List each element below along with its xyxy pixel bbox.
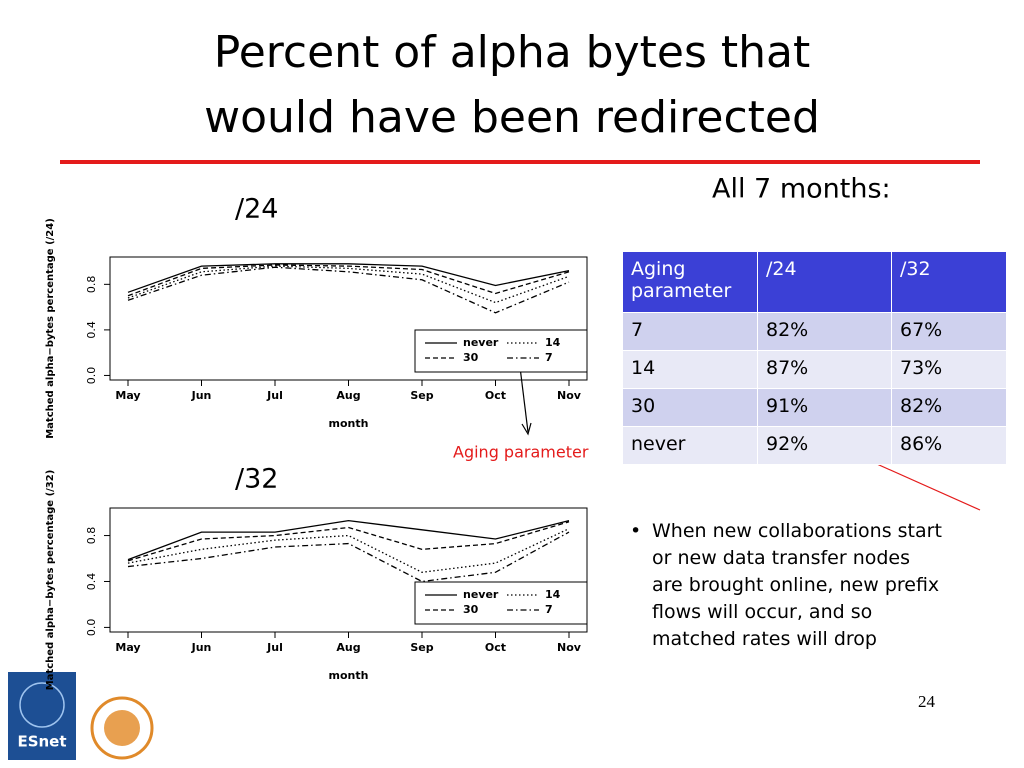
table-caption: All 7 months: [712, 174, 891, 205]
arrow-head [521, 422, 532, 436]
header-cell: /32 [891, 251, 1007, 313]
header-cell: /24 [757, 251, 892, 313]
cell: 14 [622, 350, 758, 389]
legend-box [414, 581, 588, 625]
table-header: Aging parameter /24 /32 [622, 251, 1007, 313]
table-row: never 92% 86% [622, 426, 1007, 465]
cell: 67% [891, 312, 1007, 351]
cell: never [622, 426, 758, 465]
table-row: 30 91% 82% [622, 388, 1007, 427]
y-tick-label: 0.4 [85, 573, 98, 591]
x-tick-label: Nov [557, 641, 582, 654]
series-line [127, 265, 570, 304]
x-tick-label: Aug [336, 641, 360, 654]
x-tick-label: Jul [266, 389, 283, 402]
x-tick-label: Sep [410, 389, 433, 402]
legend-label: 30 [463, 603, 479, 616]
seal-inner [104, 710, 140, 746]
x-tick-label: Jul [266, 641, 283, 654]
x-tick-label: May [115, 641, 140, 654]
legend-label: 7 [545, 603, 553, 616]
cell: 73% [891, 350, 1007, 389]
legend-label: 7 [545, 351, 553, 364]
annotation: Aging parameter [453, 443, 589, 462]
header-cell: Aging parameter [622, 251, 758, 313]
y-tick-label: 0.0 [85, 367, 98, 385]
series-line [127, 519, 570, 561]
y-tick-label: 0.8 [85, 527, 98, 545]
series-line [127, 264, 570, 297]
annotation-arrow [519, 366, 529, 433]
cell: 87% [757, 350, 892, 389]
page-number: 24 [918, 692, 936, 711]
chart-title: /32 [235, 464, 278, 495]
title-line: would have been redirected [204, 92, 820, 143]
table: Aging parameter /24 /32 7 82% 67% 14 87% 73%… [622, 251, 1007, 465]
x-tick-label: Jun [191, 641, 212, 654]
x-tick-label: Nov [557, 389, 582, 402]
title-line: Percent of alpha bytes that [214, 27, 810, 78]
legend-label: 30 [463, 351, 479, 364]
cell: 92% [757, 426, 892, 465]
cell: 7 [622, 312, 758, 351]
table-row: 7 82% 67% [622, 312, 1007, 351]
cell: 82% [891, 388, 1007, 427]
x-axis-label: month [329, 417, 369, 430]
x-tick-label: Aug [336, 389, 360, 402]
y-axis-label: Matched alpha−bytes percentage (/24) [45, 218, 56, 439]
series-line [127, 521, 570, 562]
y-tick-label: 0.8 [85, 276, 98, 294]
cell: 86% [891, 426, 1007, 465]
series-line [127, 263, 570, 293]
legend-label: never [463, 336, 499, 349]
table-row: 14 87% 73% [622, 350, 1007, 389]
y-axis-label: Matched alpha−bytes percentage (/32) [45, 470, 56, 691]
x-tick-label: Sep [410, 641, 433, 654]
cell: 82% [757, 312, 892, 351]
legend-label: never [463, 588, 499, 601]
logo-text: ESnet [17, 733, 66, 751]
logo-globe [19, 682, 65, 728]
y-tick-label: 0.4 [85, 321, 98, 339]
y-tick-label: 0.0 [85, 619, 98, 637]
x-axis-label: month [329, 669, 369, 682]
x-tick-label: Oct [485, 641, 506, 654]
bullet: When new collaborations start or new dat… [630, 518, 942, 653]
legend-label: 14 [545, 336, 561, 349]
series-line [127, 266, 570, 314]
series-line [127, 531, 570, 583]
x-tick-label: Oct [485, 389, 506, 402]
chart-title: /24 [235, 194, 278, 225]
x-tick-label: May [115, 389, 140, 402]
logo-box [8, 672, 76, 760]
cell: 30 [622, 388, 758, 427]
legend-label: 14 [545, 588, 561, 601]
legend-box [414, 329, 588, 373]
cell: 91% [757, 388, 892, 427]
x-tick-label: Jun [191, 389, 212, 402]
